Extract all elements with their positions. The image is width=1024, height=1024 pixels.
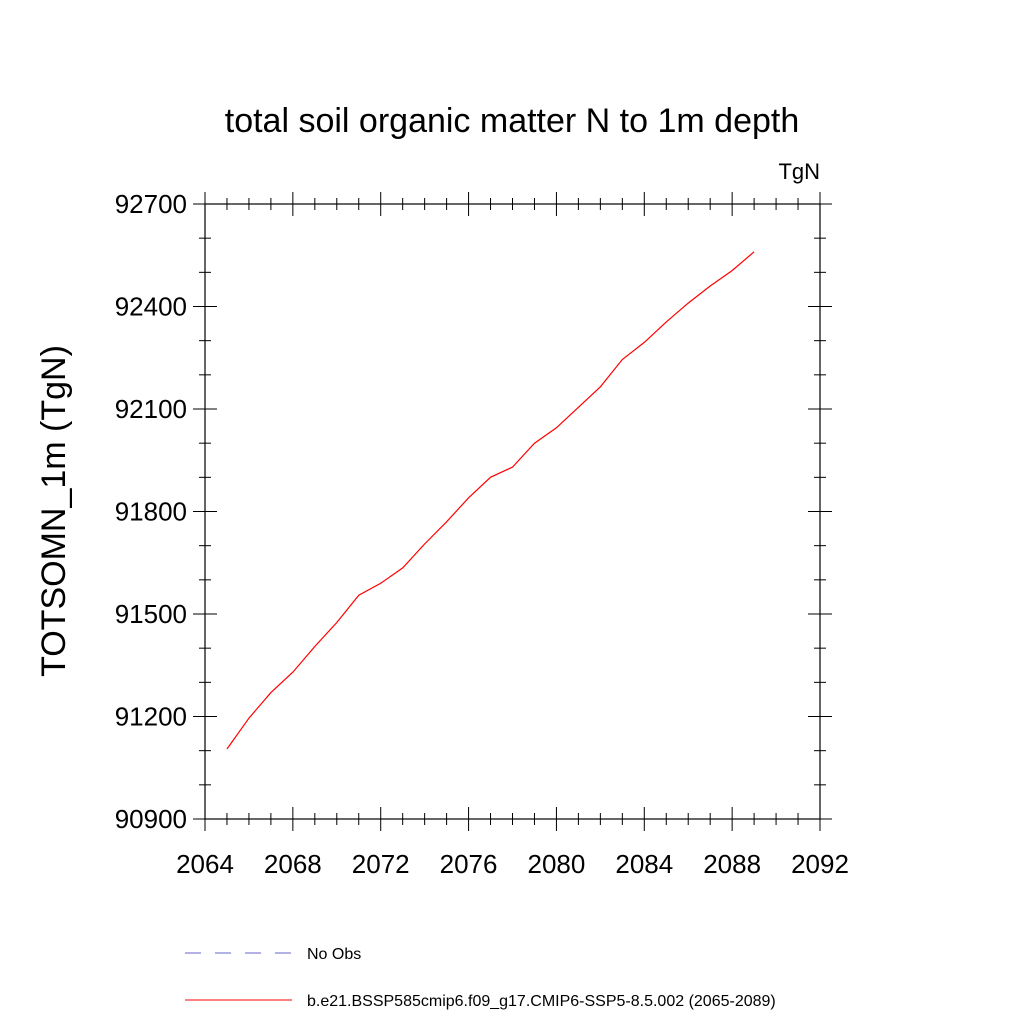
x-tick-label: 2080 [528,849,586,879]
y-tick-label: 91500 [115,599,187,629]
legend: No Obs b.e21.BSSP585cmip6.f09_g17.CMIP6-… [185,946,776,1010]
x-tick-label: 2092 [791,849,849,879]
x-tick-label: 2084 [615,849,673,879]
x-tick-label: 2068 [264,849,322,879]
y-tick-label: 92100 [115,394,187,424]
series-lines [226,251,755,750]
units-label: TgN [778,159,820,184]
y-tick-label: 91800 [115,497,187,527]
y-tick-label: 91200 [115,702,187,732]
y-tick-label: 92700 [115,189,187,219]
x-tick-label: 2088 [703,849,761,879]
x-tick-label: 2072 [352,849,410,879]
x-tick-label: 2064 [176,849,234,879]
x-tick-label: 2076 [440,849,498,879]
y-tick-labels: 90900 91200 91500 91800 92100 92400 92700 [115,189,187,834]
series-line-0 [226,251,755,750]
legend-label-no-obs: No Obs [307,946,361,963]
y-tick-label: 90900 [115,804,187,834]
y-axis-label: TOTSOMN_1m (TgN) [35,345,73,677]
legend-label-ssp585: b.e21.BSSP585cmip6.f09_g17.CMIP6-SSP5-8.… [307,993,776,1010]
axis-ticks [193,192,832,831]
chart-title: total soil organic matter N to 1m depth [225,102,800,140]
plot-frame [204,203,821,820]
x-tick-labels: 2064 2068 2072 2076 2080 2084 2088 2092 [176,849,849,879]
y-tick-label: 92400 [115,292,187,322]
